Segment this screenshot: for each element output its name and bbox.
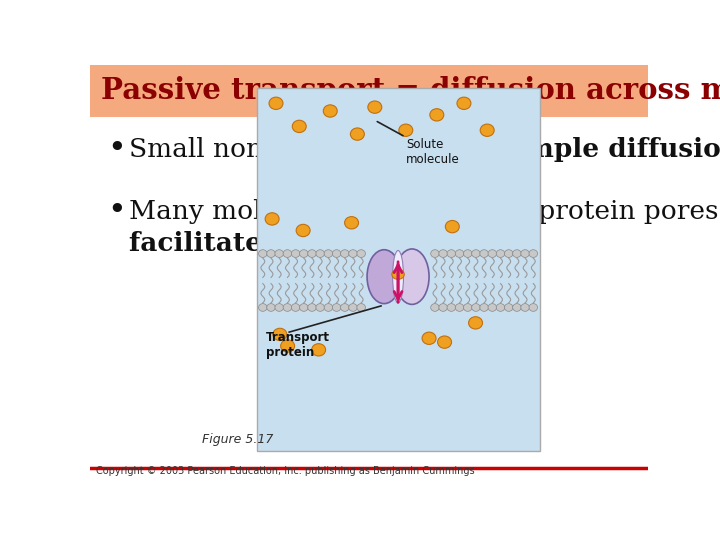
Ellipse shape — [430, 109, 444, 121]
Ellipse shape — [439, 249, 447, 258]
Ellipse shape — [265, 213, 279, 225]
Ellipse shape — [324, 249, 333, 258]
Ellipse shape — [480, 303, 488, 312]
Text: Passive transport = diffusion across membranes: Passive transport = diffusion across mem… — [101, 77, 720, 105]
Ellipse shape — [292, 120, 306, 132]
Ellipse shape — [447, 303, 456, 312]
Bar — [256, 88, 539, 451]
Ellipse shape — [341, 303, 349, 312]
Ellipse shape — [300, 303, 308, 312]
Ellipse shape — [464, 303, 472, 312]
Ellipse shape — [480, 249, 488, 258]
Text: Transport
protein: Transport protein — [266, 330, 330, 359]
Ellipse shape — [438, 336, 451, 348]
Ellipse shape — [316, 249, 325, 258]
Text: •: • — [107, 134, 126, 165]
Ellipse shape — [283, 249, 292, 258]
Text: Figure 5.17: Figure 5.17 — [202, 433, 274, 446]
Text: Solute
molecule: Solute molecule — [377, 122, 459, 166]
Ellipse shape — [316, 303, 325, 312]
Ellipse shape — [357, 303, 366, 312]
Ellipse shape — [469, 317, 482, 329]
Ellipse shape — [269, 97, 283, 110]
Ellipse shape — [275, 303, 284, 312]
Ellipse shape — [333, 249, 341, 258]
Ellipse shape — [455, 303, 464, 312]
Ellipse shape — [300, 249, 308, 258]
Ellipse shape — [431, 303, 439, 312]
Ellipse shape — [341, 249, 349, 258]
Ellipse shape — [399, 124, 413, 137]
Ellipse shape — [422, 332, 436, 345]
Ellipse shape — [513, 303, 521, 312]
Ellipse shape — [266, 249, 275, 258]
Ellipse shape — [521, 303, 529, 312]
Ellipse shape — [367, 249, 401, 303]
Ellipse shape — [348, 303, 357, 312]
Ellipse shape — [472, 303, 480, 312]
Ellipse shape — [333, 303, 341, 312]
Ellipse shape — [281, 340, 294, 352]
Ellipse shape — [392, 251, 403, 303]
Ellipse shape — [296, 224, 310, 237]
Ellipse shape — [345, 217, 359, 229]
Ellipse shape — [529, 303, 538, 312]
Text: facilitated diffusion: facilitated diffusion — [129, 231, 421, 256]
Ellipse shape — [496, 249, 505, 258]
Ellipse shape — [292, 249, 300, 258]
Ellipse shape — [447, 249, 456, 258]
Ellipse shape — [258, 303, 267, 312]
Ellipse shape — [357, 249, 366, 258]
Text: Copyright © 2003 Pearson Education, Inc. publishing as Benjamin Cummings: Copyright © 2003 Pearson Education, Inc.… — [96, 466, 474, 476]
Ellipse shape — [513, 249, 521, 258]
Ellipse shape — [496, 303, 505, 312]
Ellipse shape — [395, 249, 429, 305]
Ellipse shape — [368, 101, 382, 113]
Ellipse shape — [457, 97, 471, 110]
Ellipse shape — [505, 249, 513, 258]
Ellipse shape — [323, 105, 337, 117]
Ellipse shape — [488, 303, 497, 312]
Text: Small nonpolar molecules -: Small nonpolar molecules - — [129, 137, 500, 162]
Ellipse shape — [439, 303, 447, 312]
Ellipse shape — [455, 249, 464, 258]
Ellipse shape — [348, 249, 357, 258]
Ellipse shape — [312, 343, 325, 356]
Ellipse shape — [266, 303, 275, 312]
Ellipse shape — [472, 249, 480, 258]
Ellipse shape — [283, 303, 292, 312]
Ellipse shape — [292, 303, 300, 312]
Text: Many molecules pass through protein pores by: Many molecules pass through protein pore… — [129, 199, 720, 224]
Ellipse shape — [464, 249, 472, 258]
Text: •: • — [107, 195, 126, 227]
Ellipse shape — [446, 220, 459, 233]
Ellipse shape — [324, 303, 333, 312]
Ellipse shape — [307, 249, 316, 258]
Ellipse shape — [521, 249, 529, 258]
Text: simple diffusion: simple diffusion — [500, 137, 720, 162]
Bar — [90, 65, 648, 117]
Ellipse shape — [392, 269, 404, 279]
Ellipse shape — [307, 303, 316, 312]
Ellipse shape — [275, 249, 284, 258]
Ellipse shape — [258, 249, 267, 258]
Ellipse shape — [273, 328, 287, 341]
Ellipse shape — [351, 128, 364, 140]
Ellipse shape — [505, 303, 513, 312]
Ellipse shape — [480, 124, 494, 137]
Ellipse shape — [431, 249, 439, 258]
Ellipse shape — [529, 249, 538, 258]
Ellipse shape — [488, 249, 497, 258]
